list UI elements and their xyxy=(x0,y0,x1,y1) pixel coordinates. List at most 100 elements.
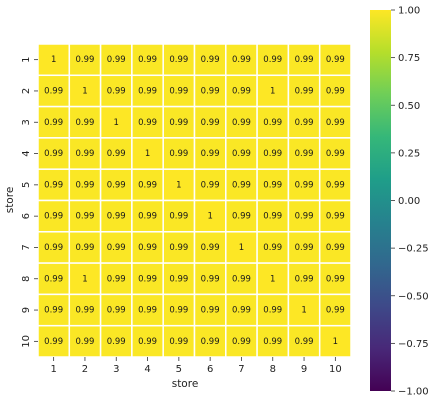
heatmap-cell xyxy=(99,105,133,139)
cell-value-label: 0.99 xyxy=(107,274,126,284)
cell-value-label: 0.99 xyxy=(107,180,126,190)
cell-value-label: 0.99 xyxy=(169,118,188,128)
cell-value-label: 1 xyxy=(239,243,244,253)
heatmap-cell xyxy=(193,324,227,358)
heatmap-cell xyxy=(131,231,164,264)
cell-value-label: 0.99 xyxy=(44,149,63,159)
heatmap-cell xyxy=(318,324,352,358)
cell-value-label: 0.99 xyxy=(44,306,63,316)
heatmap-cell xyxy=(37,231,71,264)
cell-value-label: 0.99 xyxy=(326,55,345,65)
cell-value-label: 0.99 xyxy=(138,337,157,347)
heatmap-cell xyxy=(225,231,258,264)
cell-value-label: 1 xyxy=(145,149,150,159)
heatmap-cell xyxy=(225,74,258,108)
cell-value-label: 0.99 xyxy=(75,243,94,253)
heatmap-cell xyxy=(256,324,290,358)
cell-value-label: 0.99 xyxy=(44,243,63,253)
heatmap-cell xyxy=(318,74,352,108)
cell-value-label: 0.99 xyxy=(295,180,314,190)
heatmap-cell xyxy=(37,324,71,358)
colorbar-tick-label: −0.50 xyxy=(398,291,429,302)
cell-value-label: 0.99 xyxy=(326,212,345,222)
y-tick-label: 6 xyxy=(21,213,32,219)
cell-value-label: 0.99 xyxy=(232,118,251,128)
cell-value-label: 0.99 xyxy=(169,212,188,222)
cell-value-label: 0.99 xyxy=(107,337,126,347)
x-tick-label: 9 xyxy=(301,364,307,375)
cell-value-label: 0.99 xyxy=(107,149,126,159)
colorbar xyxy=(370,10,391,391)
heatmap-cell xyxy=(193,199,227,233)
y-axis-label: store xyxy=(4,187,16,214)
heatmap-cell xyxy=(225,262,258,296)
cell-value-label: 0.99 xyxy=(295,243,314,253)
cell-value-label: 0.99 xyxy=(107,86,126,96)
cell-value-label: 0.99 xyxy=(138,274,157,284)
cell-value-label: 0.99 xyxy=(138,243,157,253)
colorbar-tick-label: 0.25 xyxy=(398,148,420,159)
y-tick-label: 5 xyxy=(21,182,32,188)
heatmap-cell xyxy=(68,74,102,108)
cell-value-label: 0.99 xyxy=(44,274,63,284)
heatmap-cell xyxy=(287,293,321,327)
colorbar-tick-label: 0.00 xyxy=(398,196,420,207)
heatmap-cell xyxy=(256,262,290,296)
heatmap-cell xyxy=(318,43,352,77)
heatmap-cell xyxy=(256,168,290,202)
cell-value-label: 0.99 xyxy=(232,337,251,347)
cell-value-label: 0.99 xyxy=(295,274,314,284)
cell-value-label: 0.99 xyxy=(75,337,94,347)
heatmap-cell xyxy=(225,324,258,358)
heatmap-cell xyxy=(287,105,321,139)
cell-value-label: 0.99 xyxy=(326,306,345,316)
cell-value-label: 0.99 xyxy=(169,86,188,96)
cell-value-label: 0.99 xyxy=(169,149,188,159)
heatmap-cell xyxy=(318,293,352,327)
heatmap-cell xyxy=(162,199,196,233)
heatmap-cell xyxy=(225,105,258,139)
y-tick-label: 10 xyxy=(21,335,32,348)
cell-value-label: 0.99 xyxy=(44,212,63,222)
heatmap-cell xyxy=(287,199,321,233)
cell-value-label: 0.99 xyxy=(263,212,282,222)
cell-value-label: 0.99 xyxy=(232,149,251,159)
cell-value-label: 0.99 xyxy=(138,212,157,222)
heatmap-cell xyxy=(256,293,290,327)
heatmap-cell xyxy=(68,293,102,327)
cell-value-label: 0.99 xyxy=(232,212,251,222)
cell-value-label: 0.99 xyxy=(138,55,157,65)
x-tick-label: 10 xyxy=(329,364,342,375)
colorbar-tick-label: −0.75 xyxy=(398,339,429,350)
cell-value-label: 0.99 xyxy=(75,212,94,222)
colorbar-tick-label: −0.25 xyxy=(398,244,429,255)
cell-value-label: 0.99 xyxy=(295,337,314,347)
cell-value-label: 0.99 xyxy=(169,274,188,284)
cell-value-label: 0.99 xyxy=(75,306,94,316)
cell-value-label: 0.99 xyxy=(326,86,345,96)
heatmap-cell xyxy=(193,231,227,264)
cell-value-label: 0.99 xyxy=(201,337,220,347)
cell-value-label: 0.99 xyxy=(169,55,188,65)
cell-value-label: 0.99 xyxy=(201,149,220,159)
colorbar-tick-label: 1.00 xyxy=(398,6,420,17)
heatmap-cell-labels: 1 0.99 0.99 0.99 0.99 0.99 0.99 0.99 0.99 0.99 0.9… xyxy=(44,55,345,347)
cell-value-label: 0.99 xyxy=(138,180,157,190)
cell-value-label: 0.99 xyxy=(295,212,314,222)
y-tick-label: 4 xyxy=(21,150,32,156)
x-tick-label: 5 xyxy=(176,364,182,375)
heatmap-cell xyxy=(318,105,352,139)
cell-value-label: 0.99 xyxy=(201,86,220,96)
cell-value-label: 0.99 xyxy=(232,180,251,190)
cell-value-label: 0.99 xyxy=(326,243,345,253)
x-axis-label: store xyxy=(172,378,199,390)
x-tick-label: 6 xyxy=(207,364,213,375)
colorbar-tick-label: 0.50 xyxy=(398,101,420,112)
heatmap-cell xyxy=(287,231,321,264)
cell-value-label: 0.99 xyxy=(107,243,126,253)
y-tick-label: 7 xyxy=(21,244,32,250)
cell-value-label: 1 xyxy=(82,274,87,284)
cell-value-label: 0.99 xyxy=(232,274,251,284)
cell-value-label: 0.99 xyxy=(107,55,126,65)
y-tick-label: 9 xyxy=(21,307,32,313)
